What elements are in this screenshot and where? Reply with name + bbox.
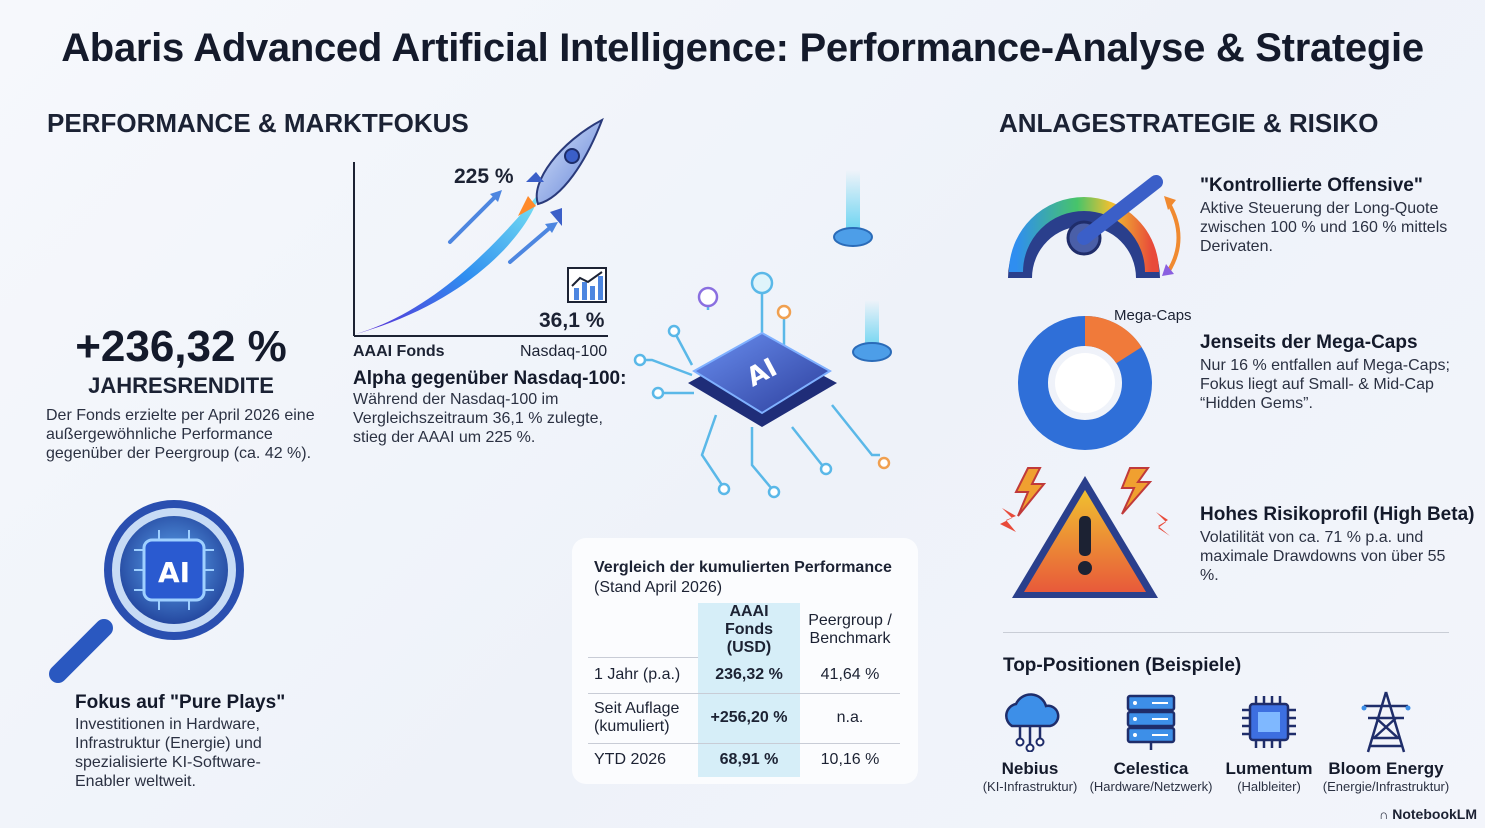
strategy-item-2-head: Jenseits der Mega-Caps bbox=[1200, 332, 1418, 353]
strategy-item-3-text: Volatilität von ca. 71 % p.a. und maxima… bbox=[1200, 529, 1446, 584]
row-fund-value: +256,20 % bbox=[698, 693, 800, 744]
row-peer-value: n.a. bbox=[800, 693, 900, 744]
row-peer-value: 41,64 % bbox=[800, 657, 900, 694]
rocket-icon bbox=[518, 117, 604, 226]
index-axis-label: Nasdaq-100 bbox=[520, 343, 608, 360]
table-row: Seit Auflage (kumuliert) +256,20 % n.a. bbox=[588, 693, 900, 744]
position-category-lumentum: (Halbleiter) bbox=[1237, 779, 1301, 794]
section-divider bbox=[1003, 632, 1449, 633]
position-category-nebius: (KI-Infrastruktur) bbox=[982, 779, 1078, 794]
donut-mega-caps-slice bbox=[1018, 316, 1152, 450]
table-row: 1 Jahr (p.a.) 236,32 % 41,64 % bbox=[588, 657, 900, 694]
donut-mega-caps-label: Mega-Caps bbox=[1114, 307, 1192, 324]
row-fund-value: 68,91 % bbox=[698, 743, 800, 777]
position-name-nebius: Nebius bbox=[1001, 759, 1059, 778]
fund-axis-label: AAAI Fonds bbox=[353, 343, 445, 360]
top-positions-heading: Top-Positionen (Beispiele) bbox=[1003, 655, 1242, 676]
alpha-heading: Alpha gegenüber Nasdaq-100: bbox=[353, 368, 627, 389]
index-growth-value: 36,1 % bbox=[539, 309, 605, 332]
ai-chip-illustration: AI bbox=[633, 170, 892, 499]
table-subtitle: (Stand April 2026) bbox=[594, 579, 723, 596]
growth-arrow-2 bbox=[508, 224, 554, 264]
server-rack-icon bbox=[1126, 694, 1176, 750]
position-category-bloom-energy: (Energie/Infrastruktur) bbox=[1322, 779, 1450, 794]
row-label: 1 Jahr (p.a.) bbox=[588, 657, 698, 694]
row-label: Seit Auflage (kumuliert) bbox=[588, 693, 698, 744]
strategy-item-1-text: Aktive Steuerung der Long-Quote zwischen… bbox=[1200, 200, 1448, 255]
table-title: Vergleich der kumulierten Performance bbox=[594, 559, 892, 576]
alpha-text: Während der Nasdaq-100 im Vergleichszeit… bbox=[353, 391, 603, 446]
row-fund-value: 236,32 % bbox=[698, 657, 800, 694]
annual-return-value: +236,32 % bbox=[75, 322, 287, 371]
notebooklm-brand: ∩ NotebookLM bbox=[1379, 806, 1477, 822]
annual-return-text: Der Fonds erzielte per April 2026 eine a… bbox=[46, 407, 315, 462]
fund-growth-value: 225 % bbox=[454, 165, 514, 188]
strategy-item-1-head: "Kontrollierte Offensive" bbox=[1200, 175, 1423, 196]
strategy-item-2-text: Nur 16 % entfallen auf Mega-Caps; Fokus … bbox=[1200, 357, 1450, 412]
table-row: YTD 2026 68,91 % 10,16 % bbox=[588, 743, 900, 777]
growth-arrow-1 bbox=[448, 192, 500, 244]
position-name-celestica: Celestica bbox=[1113, 759, 1189, 778]
floating-coin-1 bbox=[833, 227, 873, 247]
row-label: YTD 2026 bbox=[594, 751, 667, 769]
strategy-item-3-head: Hohes Risikoprofil (High Beta) bbox=[1200, 504, 1475, 525]
col-header-peer: Peergroup / Benchmark bbox=[808, 612, 892, 647]
notebooklm-logo-icon: ∩ bbox=[1378, 807, 1389, 822]
position-name-bloom-energy: Bloom Energy bbox=[1328, 759, 1444, 778]
annual-return-label: JAHRESRENDITE bbox=[88, 373, 274, 398]
mega-caps-donut-chart bbox=[1018, 316, 1152, 450]
donut-hole bbox=[1055, 353, 1115, 413]
strategy-heading: ANLAGESTRATEGIE & RISIKO bbox=[999, 108, 1379, 138]
floating-coin-2 bbox=[852, 342, 892, 362]
row-peer-value: 10,16 % bbox=[820, 751, 880, 769]
speedometer-icon bbox=[1008, 175, 1181, 278]
brand-label: NotebookLM bbox=[1392, 806, 1477, 822]
pure-plays-heading: Fokus auf "Pure Plays" bbox=[75, 692, 286, 713]
page-title: Abaris Advanced Artificial Intelligence:… bbox=[61, 26, 1424, 70]
warning-triangle-icon bbox=[1000, 467, 1170, 598]
magnifier-ai-icon: AI bbox=[49, 500, 244, 683]
bar-chart-icon bbox=[567, 267, 607, 303]
pure-plays-text: Investitionen in Hardware, Infrastruktur… bbox=[75, 716, 262, 790]
position-category-celestica: (Hardware/Netzwerk) bbox=[1089, 779, 1213, 794]
position-name-lumentum: Lumentum bbox=[1225, 759, 1313, 778]
performance-table: AAAI Fonds (USD) Peergroup / Benchmark 1… bbox=[588, 603, 900, 777]
performance-chart bbox=[353, 117, 608, 337]
power-tower-icon bbox=[1361, 691, 1411, 753]
cloud-network-icon bbox=[1005, 693, 1060, 752]
fund-growth-trail bbox=[356, 192, 540, 334]
magnifier-ai-label: AI bbox=[158, 556, 190, 589]
performance-heading: PERFORMANCE & MARKTFOKUS bbox=[47, 108, 469, 138]
chip-icon bbox=[1242, 696, 1296, 748]
col-header-fund: AAAI Fonds (USD) bbox=[698, 603, 800, 657]
